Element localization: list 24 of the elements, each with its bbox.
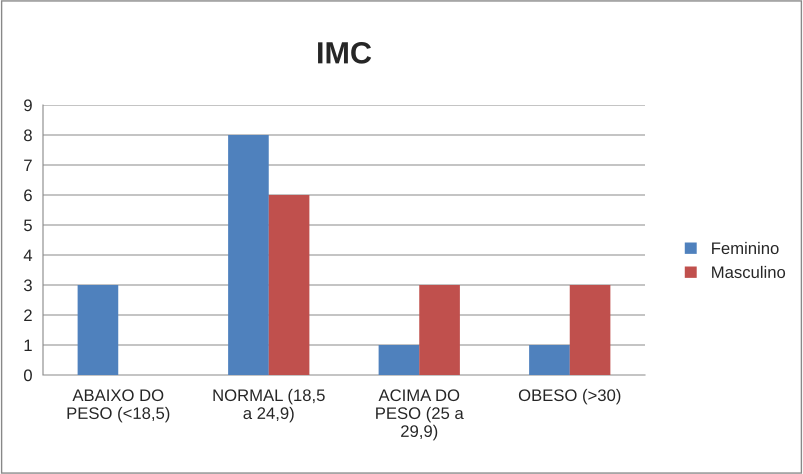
y-tick-label: 9 bbox=[24, 99, 32, 112]
legend-label: Feminino bbox=[712, 242, 779, 254]
y-tick-label: 4 bbox=[24, 250, 32, 262]
y-tick-label: 0 bbox=[24, 369, 32, 382]
bar bbox=[570, 285, 610, 375]
y-tick-label: 1 bbox=[24, 340, 32, 352]
x-tick-label: NORMAL (18,5 a 24,9) bbox=[213, 388, 325, 422]
bar bbox=[419, 285, 460, 375]
bar bbox=[228, 135, 269, 375]
x-tick-label: ACIMA DO PESO (25 a 29,9) bbox=[376, 389, 464, 440]
bar bbox=[268, 195, 310, 375]
y-tick-label: 2 bbox=[24, 309, 32, 322]
bar bbox=[529, 345, 570, 375]
y-tick-label: 6 bbox=[24, 189, 32, 202]
y-tick-label: 5 bbox=[24, 220, 32, 232]
y-tick-label: 8 bbox=[24, 129, 32, 142]
bar bbox=[78, 285, 118, 375]
y-tick-label: 7 bbox=[24, 160, 32, 172]
legend-label: Masculino bbox=[712, 266, 786, 278]
chart-title: IMC bbox=[318, 42, 372, 64]
x-tick-label: ABAIXO DO PESO (<18,5) bbox=[68, 389, 170, 422]
bar bbox=[378, 345, 420, 375]
x-tick-label: OBESO (>30) bbox=[518, 388, 620, 404]
y-tick-label: 3 bbox=[24, 279, 32, 292]
